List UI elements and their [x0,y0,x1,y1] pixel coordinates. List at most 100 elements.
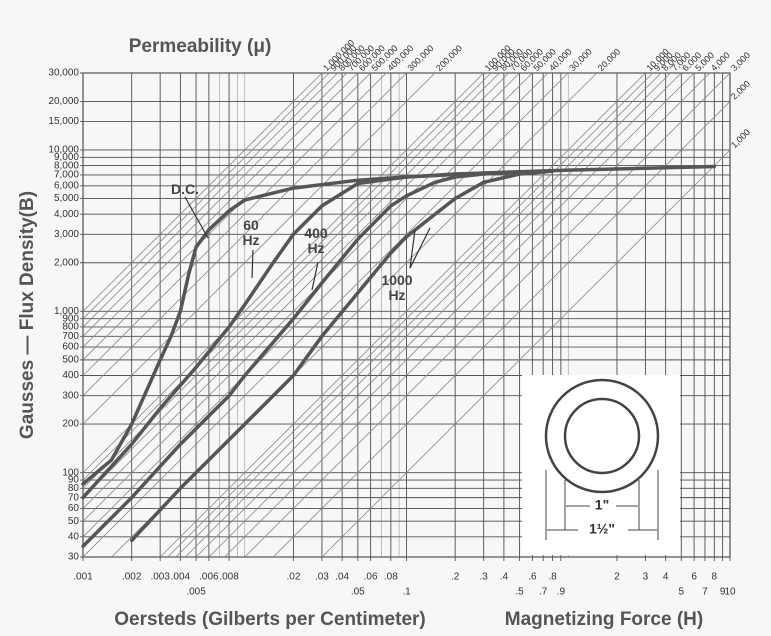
x-tick-label: 8 [712,572,718,583]
y-tick-label: 40 [68,531,80,542]
x-axis-title-2: Magnetizing Force (H) [505,609,703,630]
permeability-line [83,73,338,328]
x-tick-label: 2 [614,572,620,583]
y-tick-label: 900 [62,313,79,324]
y-tick-label: 70 [68,492,80,503]
x-tick-label: .02 [286,572,300,583]
y-tick-label: 9,000 [54,152,79,163]
x-tick-label: .04 [335,572,349,583]
y-tick-label: 100 [62,467,79,478]
permeability-line [244,73,730,557]
permeability-line [83,73,323,312]
permeability-line [83,73,484,473]
y-tick-label: 30,000 [48,68,79,79]
series-label: 60 Hz [242,217,260,248]
top-axis-title: Permeability (μ) [129,36,272,57]
permeability-line [208,73,695,557]
x-tick-label: .003 [150,572,170,583]
permeability-line [83,73,510,498]
y-tick-label: 500 [62,355,79,366]
x-axis-title: Oersteds (Gilberts per Centimeter) [114,609,425,630]
permeability-line [272,101,730,557]
annotation-arrow [251,249,254,279]
y-tick-label: 800 [62,322,79,333]
permeability-line [83,73,549,538]
x-tick-label: 3 [643,572,649,583]
x-tick-label: .008 [219,572,239,583]
ring-outer [544,378,660,494]
x-tick-label: .9 [557,587,566,598]
y-tick-label: 700 [62,331,79,342]
permeability-line [195,73,682,557]
x-tick-label: .03 [315,572,329,583]
x-tick-label: .8 [548,572,557,583]
permeability-label: 30,000 [567,47,594,74]
permeability-line [83,73,492,481]
curve [81,170,522,500]
x-tick-label: .4 [500,572,509,583]
y-tick-label: 300 [62,390,79,401]
y-tick-label: 10,000 [48,145,79,156]
x-tick-label: .2 [451,572,460,583]
y-tick-label: 200 [62,419,79,430]
y-tick-label: 60 [68,503,80,514]
y-tick-label: 4,000 [54,209,79,220]
y-tick-label: 80 [68,483,80,494]
curves [81,164,717,548]
y-tick-label: 15,000 [48,116,79,127]
permeability-line [321,149,730,557]
outer-diameter: 1½" [589,521,615,537]
permeability-line [224,73,711,557]
y-tick-label: 7,000 [54,170,79,181]
x-tick-label: 10 [724,587,736,598]
x-tick-label: .1 [402,587,411,598]
y-tick-label: 8,000 [54,160,79,171]
y-tick-label: 90 [68,475,80,486]
annotation-arrow [311,261,319,291]
permeability-line [175,73,662,557]
permeability-label: 20,000 [596,47,623,74]
x-tick-label: 6 [691,572,697,583]
x-tick-label: .05 [351,587,365,598]
permeability-line [83,73,330,319]
permeability-line [167,73,654,557]
curve [81,170,522,548]
x-tick-label: .7 [539,587,548,598]
permeability-line [83,73,387,376]
y-tick-label: 400 [62,370,79,381]
permeability-line [83,73,407,396]
tick-labels: .001 .002 .003.004 .005 .006.008 .02 .03 .04.05… [48,38,752,598]
y-tick-label: 600 [62,342,79,353]
curve [129,169,555,543]
permeability-line [83,73,533,522]
inner-diameter: 1" [595,497,609,513]
x-tick-label: .001 [73,572,93,583]
x-tick-label: .004 [171,572,191,583]
y-tick-label: 50 [68,516,80,527]
ring-inner [563,397,641,475]
permeability-label: 200,000 [434,43,464,73]
permeability-line [83,73,348,337]
permeability-line [83,73,359,348]
y-tick-label: 5,000 [54,193,79,204]
permeability-line [83,73,371,361]
y-tick-label: 30 [68,552,80,563]
y-tick-label: 20,000 [48,96,79,107]
y-tick-label: 1,000 [54,306,79,317]
x-tick-label: 7 [702,587,708,598]
x-tick-label: .005 [186,587,206,598]
series-label: D.C. [171,181,199,197]
permeability-line [83,73,520,509]
x-tick-label: .08 [384,572,398,583]
permeability-line [159,73,646,557]
permeability-line [83,73,436,425]
permeability-label: 2,000 [729,78,752,101]
x-tick-label: 5 [679,587,685,598]
x-tick-label: .002 [122,572,142,583]
x-tick-label: .5 [515,587,524,598]
x-tick-label: .3 [480,572,489,583]
annotation-arrow [409,229,416,269]
annotation-arrow [184,196,209,239]
